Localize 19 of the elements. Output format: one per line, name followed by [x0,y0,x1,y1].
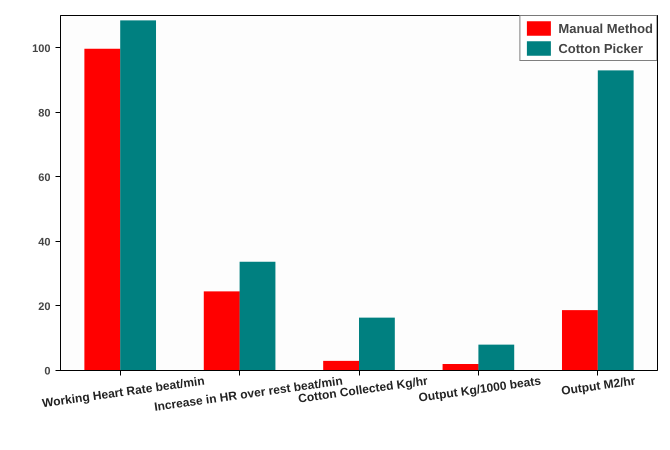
y-tick-label: 40 [38,236,51,248]
y-tick-label: 0 [44,366,51,378]
y-tick-label: 20 [38,300,51,313]
legend-label: Manual Method [558,20,653,36]
bar [120,20,156,370]
bar [442,364,478,370]
bar [323,360,359,370]
bar [562,310,598,370]
y-tick-label: 60 [38,172,51,184]
bar [478,344,514,370]
bar [359,318,395,370]
bar [84,48,120,370]
x-tick-label: Output M2/hr [560,374,637,398]
legend-label: Cotton Picker [558,40,643,56]
bar [204,291,240,370]
y-tick-label: 80 [38,107,51,120]
y-tick-label: 100 [32,42,51,55]
bar [240,262,276,370]
bar [598,70,634,370]
